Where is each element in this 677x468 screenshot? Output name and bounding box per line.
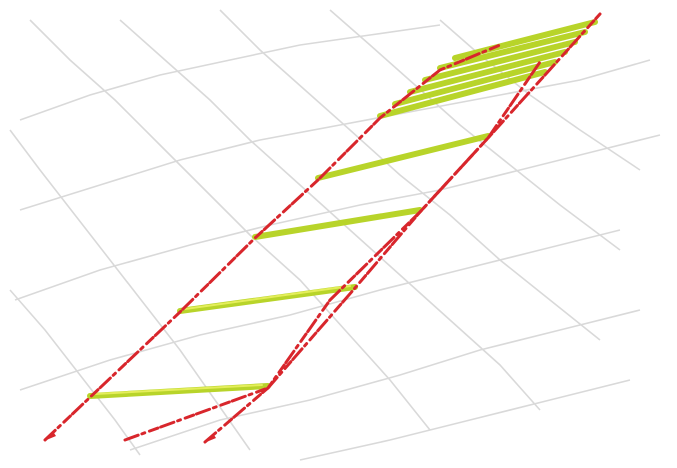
mesh-line <box>29 19 431 431</box>
mesh-line <box>19 59 651 211</box>
rail <box>43 43 502 442</box>
rung <box>177 284 358 314</box>
mesh-line <box>119 19 541 411</box>
rung <box>422 39 578 83</box>
rung <box>437 29 588 71</box>
rung <box>94 384 263 395</box>
mesh-line <box>299 379 631 461</box>
rail-end <box>44 433 56 441</box>
mesh-line <box>329 9 621 251</box>
rung <box>452 19 598 61</box>
rail <box>203 60 542 444</box>
rung <box>407 49 568 95</box>
mesh-line <box>439 19 641 171</box>
rail-end <box>204 435 216 443</box>
mesh-net <box>9 9 661 461</box>
mesh-line <box>9 129 251 451</box>
rung <box>392 59 558 107</box>
mesh-line <box>219 9 601 341</box>
rung <box>315 133 491 181</box>
mesh-line <box>14 134 661 301</box>
rung <box>87 383 271 399</box>
mesh-line <box>9 289 141 456</box>
rung <box>377 69 548 119</box>
mesh-line <box>19 229 621 391</box>
rung <box>252 207 423 240</box>
mesh-line <box>19 24 441 121</box>
rung <box>184 285 351 310</box>
rungs <box>87 19 598 399</box>
rails <box>43 12 602 444</box>
mesh-line <box>129 309 641 451</box>
